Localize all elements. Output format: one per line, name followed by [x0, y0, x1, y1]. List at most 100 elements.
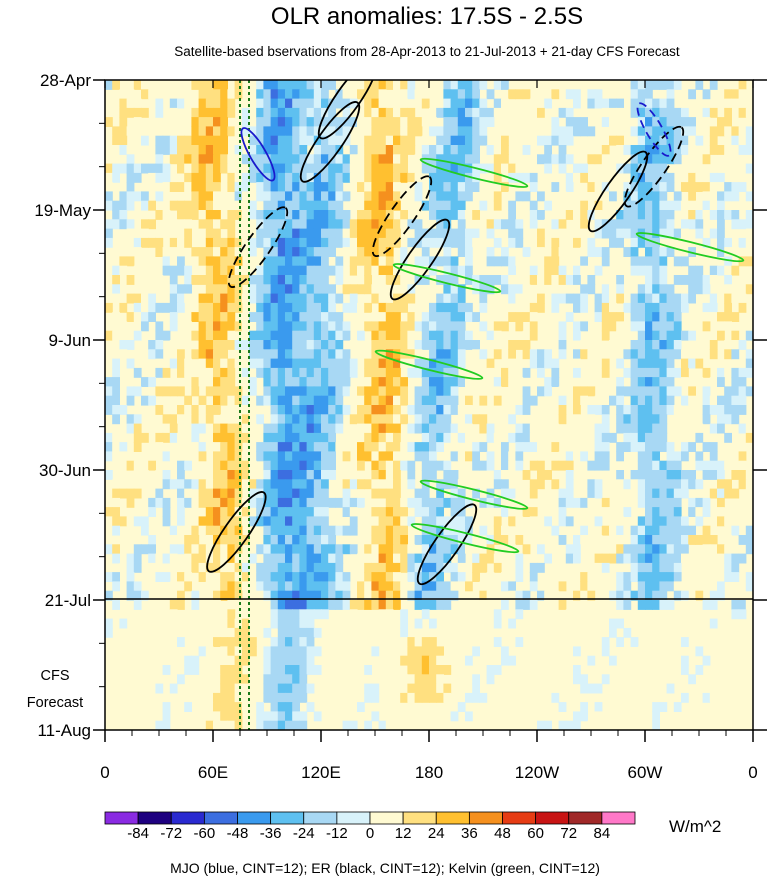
field-cell [306, 89, 315, 100]
field-cell [609, 321, 617, 332]
field-cell [479, 600, 488, 610]
field-cell [659, 497, 668, 508]
field-cell [421, 637, 430, 647]
field-cell [371, 135, 380, 146]
field-cell [141, 163, 149, 174]
field-cell [364, 145, 372, 155]
field-cell [537, 107, 545, 118]
field-cell [717, 200, 725, 211]
field-cell [335, 405, 344, 415]
field-cell [155, 89, 164, 100]
field-cell [328, 470, 336, 480]
field-cell [385, 553, 394, 564]
field-cell [306, 135, 315, 146]
field-cell [724, 117, 732, 127]
field-cell [126, 182, 135, 192]
field-cell [306, 637, 315, 647]
field-cell [371, 692, 380, 703]
field-cell [630, 377, 639, 387]
field-cell [249, 674, 257, 685]
field-cell [673, 525, 682, 536]
field-cell [673, 702, 682, 712]
field-cell [342, 219, 351, 230]
field-cell [414, 256, 423, 267]
field-cell [702, 191, 711, 202]
field-cell [133, 228, 142, 239]
field-cell [573, 172, 581, 183]
field-cell [688, 265, 696, 276]
field-cell [652, 312, 660, 322]
field-cell [249, 163, 257, 174]
field-cell [436, 674, 444, 685]
field-cell [637, 358, 646, 369]
field-cell [385, 302, 394, 313]
field-cell [457, 655, 466, 666]
field-cell [738, 237, 747, 248]
field-cell [277, 442, 286, 452]
field-cell [659, 256, 668, 267]
field-cell [623, 414, 632, 425]
field-cell [277, 609, 286, 620]
field-cell [328, 562, 336, 573]
field-cell [342, 665, 351, 675]
field-cell [371, 460, 380, 471]
field-cell [501, 367, 509, 378]
field-cell [666, 553, 675, 564]
field-cell [270, 720, 279, 730]
field-cell [515, 442, 524, 452]
field-cell [479, 293, 488, 304]
field-cell [465, 655, 473, 666]
field-cell [709, 275, 718, 285]
field-cell [191, 553, 200, 564]
field-cell [263, 470, 272, 480]
field-cell [695, 358, 704, 369]
field-cell [652, 451, 660, 462]
field-cell [342, 98, 351, 109]
field-cell [169, 340, 178, 350]
field-cell [385, 340, 394, 350]
colorbar-swatch [237, 811, 272, 825]
field-cell [580, 386, 588, 397]
field-cell [508, 535, 516, 545]
field-cell [112, 172, 120, 183]
field-cell [738, 535, 747, 545]
field-cell [659, 460, 668, 471]
field-cell [421, 293, 430, 304]
field-cell [313, 516, 322, 527]
field-cell [378, 98, 387, 109]
field-cell [177, 98, 185, 109]
field-cell [717, 553, 725, 564]
field-cell [263, 683, 272, 694]
field-cell [522, 692, 531, 703]
field-cell [306, 210, 315, 220]
field-cell [241, 432, 250, 443]
field-cell [371, 553, 380, 564]
field-cell [731, 414, 740, 425]
field-cell [421, 358, 430, 369]
field-cell [357, 237, 365, 248]
field-cell [573, 126, 581, 137]
field-cell [205, 432, 214, 443]
field-cell [616, 535, 624, 545]
field-cell [263, 497, 272, 508]
field-cell [623, 553, 632, 564]
field-cell [335, 497, 344, 508]
field-cell [652, 535, 660, 545]
field-cell [213, 711, 221, 722]
field-cell [436, 627, 444, 638]
field-cell [155, 80, 164, 90]
field-cell [407, 237, 416, 248]
field-cell [241, 562, 250, 573]
field-cell [328, 581, 336, 592]
field-cell [594, 98, 603, 109]
field-cell [285, 497, 293, 508]
field-cell [436, 655, 444, 666]
field-cell [436, 135, 444, 146]
field-cell [112, 479, 120, 490]
field-cell [241, 210, 250, 220]
field-cell [573, 210, 581, 220]
field-cell [695, 516, 704, 527]
field-cell [501, 479, 509, 490]
field-cell [529, 302, 538, 313]
field-cell [133, 460, 142, 471]
